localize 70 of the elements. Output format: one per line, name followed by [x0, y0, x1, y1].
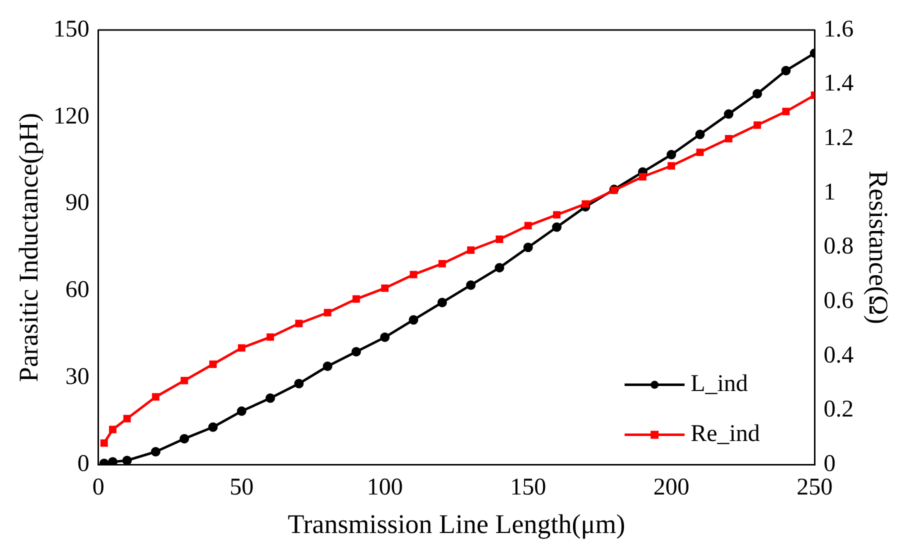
point — [466, 280, 476, 290]
point — [408, 315, 418, 325]
legend-label: Re_ind — [690, 421, 760, 448]
y-tick-label: 60 — [65, 277, 90, 304]
point — [152, 393, 160, 401]
point — [236, 406, 246, 416]
y2-tick-label: 1.4 — [824, 70, 854, 97]
point — [582, 200, 590, 208]
y-tick-label: 120 — [53, 103, 90, 130]
point — [238, 344, 246, 352]
point — [638, 173, 646, 180]
y-tick-label: 30 — [65, 364, 90, 390]
point — [150, 447, 160, 457]
point — [496, 236, 504, 243]
point — [754, 121, 762, 129]
point — [724, 134, 732, 142]
point — [324, 308, 332, 316]
point — [266, 393, 276, 403]
point — [100, 439, 108, 447]
point — [467, 246, 475, 254]
y2-tick-label: 0.2 — [824, 396, 854, 423]
x-tick-label: 50 — [230, 474, 254, 500]
point — [437, 298, 447, 308]
point — [781, 66, 791, 76]
point — [494, 262, 504, 272]
point — [108, 457, 118, 465]
point — [782, 108, 790, 116]
point — [266, 333, 274, 341]
point — [752, 89, 762, 99]
point — [294, 378, 304, 388]
y2-tick-label: 0.8 — [824, 234, 854, 260]
point — [724, 109, 734, 119]
point — [524, 222, 532, 230]
point — [381, 284, 389, 292]
point — [209, 360, 217, 368]
y2-tick-label: 1 — [824, 179, 836, 206]
y-tick-label: 0 — [77, 451, 90, 478]
y-tick-label: 150 — [53, 16, 90, 42]
y2-tick-label: 1.2 — [824, 124, 854, 151]
point — [523, 242, 533, 252]
point — [122, 456, 132, 465]
point — [666, 150, 676, 160]
point — [552, 222, 562, 232]
point — [123, 414, 131, 422]
x-tick-label: 150 — [510, 474, 546, 500]
x-tick-label: 100 — [366, 474, 403, 500]
y2-tick-label: 0.4 — [824, 342, 854, 368]
y2-axis-title: Resistance(Ω) — [864, 170, 894, 324]
point — [322, 361, 332, 371]
y-axis-title: Parasitic Inductance(pH) — [13, 112, 44, 382]
point — [109, 426, 116, 434]
point — [438, 260, 446, 268]
point — [696, 148, 704, 156]
point — [351, 347, 361, 356]
point — [352, 295, 360, 303]
y-tick-label: 90 — [65, 190, 90, 216]
point — [410, 270, 418, 278]
point — [295, 320, 303, 328]
x-tick-label: 200 — [653, 474, 690, 500]
point — [380, 332, 390, 342]
legend-label: L_ind — [690, 371, 748, 398]
y2-tick-label: 1.6 — [824, 16, 854, 42]
x-axis-title: Transmission Line Length(μm) — [288, 508, 626, 539]
point — [180, 434, 190, 444]
point — [695, 130, 705, 140]
y2-tick-label: 0.6 — [824, 288, 854, 314]
point — [180, 376, 188, 384]
point — [553, 211, 560, 219]
point — [208, 422, 218, 432]
point — [668, 162, 676, 170]
